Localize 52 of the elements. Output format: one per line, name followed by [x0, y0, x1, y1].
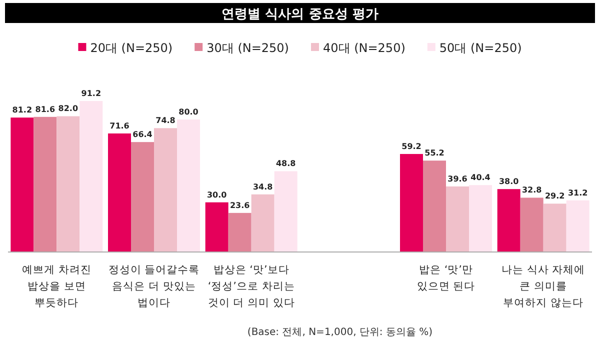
data-label: 31.2	[568, 188, 588, 198]
bar	[566, 200, 590, 252]
legend-label: 50대 (N=250)	[439, 41, 522, 55]
bar	[34, 116, 57, 252]
bar	[469, 185, 492, 252]
x-tick-label: 정성이 들어갈수록 음식은 더 맛있는 법이다	[108, 264, 200, 309]
x-tick-label: 예쁘게 차려진 밥상을 보면 뿌듯하다	[22, 264, 92, 309]
data-label: 38.0	[498, 177, 520, 186]
bar	[80, 101, 103, 252]
x-tick-label: 밥은 ‘맛’만 있으면 된다	[416, 264, 476, 292]
bar	[205, 202, 228, 252]
data-label: 29.2	[544, 192, 565, 201]
data-label: 32.8	[522, 186, 542, 195]
data-label: 81.6	[35, 104, 56, 114]
legend-label: 40대 (N=250)	[323, 41, 406, 55]
text: (Base: 전체, N=1,000, 단위: 동의율 %)	[247, 327, 433, 338]
bar	[520, 198, 544, 252]
bar	[497, 189, 520, 252]
data-label: 59.2	[402, 142, 422, 151]
bar	[56, 116, 80, 252]
bar	[274, 171, 298, 252]
data-label: 30.0	[206, 190, 228, 200]
bar	[108, 133, 131, 252]
bar	[543, 204, 566, 252]
x-tick-label: 밥상은 ‘맛’보다 ‘정성’으로 차리는 것이 더 의미 있다	[208, 264, 295, 309]
bar	[10, 118, 34, 252]
data-label: 82.0	[58, 104, 78, 114]
bar	[131, 142, 154, 252]
data-label: 71.6	[110, 121, 130, 130]
data-label: 23.6	[230, 200, 250, 210]
bar	[154, 128, 177, 252]
legend-label: 30대 (N=250)	[206, 41, 289, 55]
data-label: 91.2	[81, 89, 102, 98]
bar	[251, 194, 274, 252]
data-label: 81.2	[12, 106, 32, 115]
bar	[423, 160, 446, 252]
x-tick-label: 나는 식사 자체에 큰 의미를 부여하지 않는다	[501, 264, 586, 309]
data-label: 66.4	[132, 130, 153, 140]
data-label: 39.6	[448, 174, 468, 184]
data-label: 74.8	[156, 116, 176, 126]
bar	[400, 154, 423, 252]
bar	[228, 212, 252, 252]
title-bar: 연령별 식사의 중요성 평가	[5, 3, 595, 23]
bar	[446, 186, 469, 252]
data-label: 55.2	[424, 148, 444, 158]
data-label: 34.8	[252, 182, 274, 192]
data-label: 40.4	[470, 173, 491, 182]
bar	[177, 120, 200, 252]
data-label: 80.0	[178, 108, 199, 117]
chart-title: 연령별 식사의 중요성 평가	[222, 7, 378, 22]
data-label: 48.8	[276, 159, 296, 168]
legend-label: 20대 (N=250)	[90, 41, 173, 55]
